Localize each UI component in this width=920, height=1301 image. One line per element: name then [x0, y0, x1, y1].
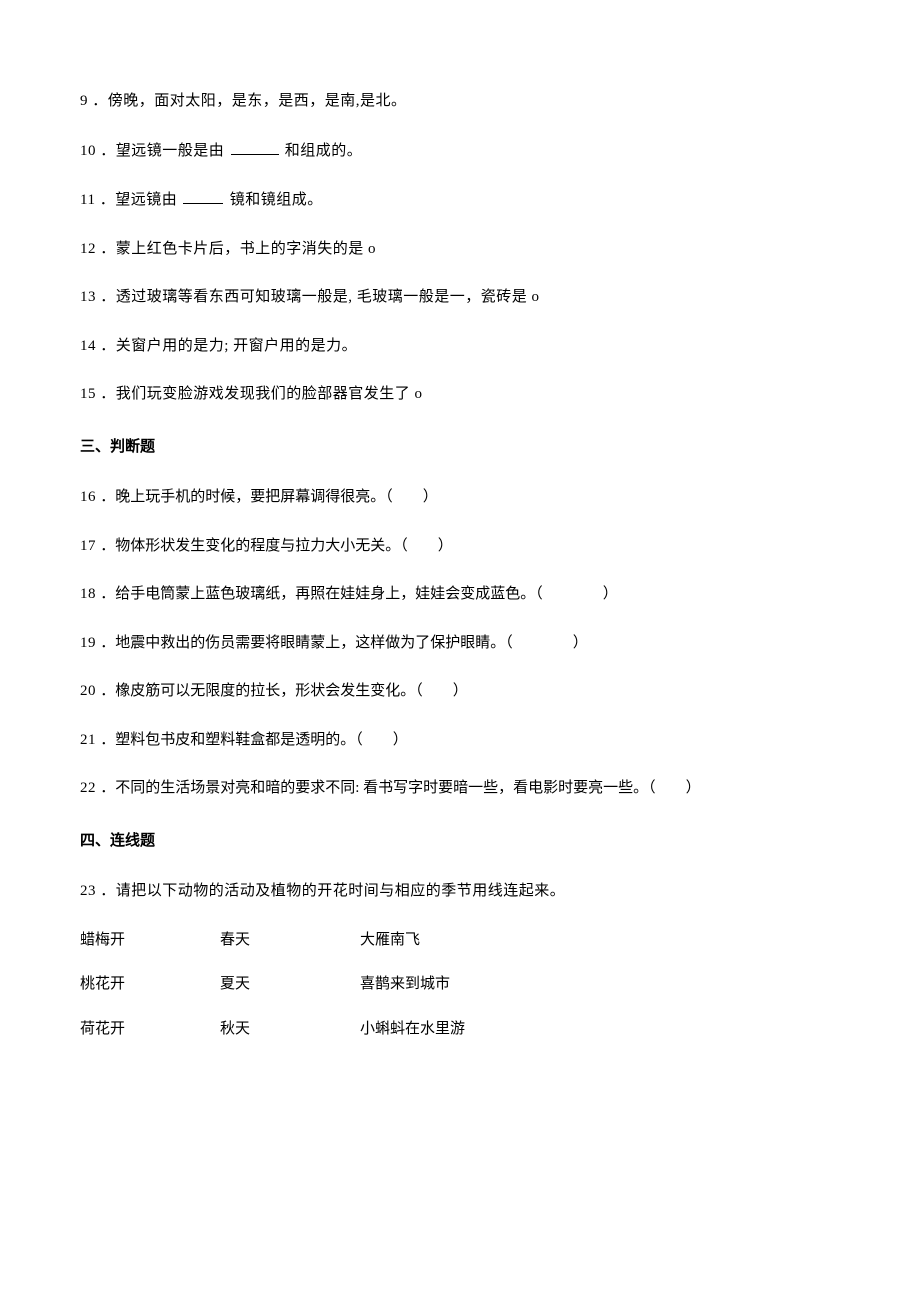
- q-num: 18: [80, 586, 96, 602]
- q-num: 11: [80, 192, 95, 208]
- q-num: 17: [80, 538, 96, 554]
- q-num: 21: [80, 732, 96, 748]
- blank-field[interactable]: [231, 139, 279, 155]
- section-4-header: 四、连线题: [80, 830, 840, 853]
- q-text-after: 镜和镜组成。: [230, 192, 323, 208]
- question-9: 9 ．傍晚，面对太阳，是东，是西，是南,是北。: [80, 90, 840, 113]
- q-text-after: 和组成的。: [285, 143, 363, 159]
- q-text: ．关窗户用的是力; 开窗户用的是力。: [100, 338, 357, 354]
- q-num: 15: [80, 386, 96, 402]
- q-text: ．给手电筒蒙上蓝色玻璃纸，再照在娃娃身上，娃娃会变成蓝色。（ ）: [100, 586, 618, 602]
- q-num: 12: [80, 241, 96, 257]
- match-mid: 夏天: [220, 973, 360, 996]
- match-right: 大雁南飞: [360, 929, 840, 952]
- match-mid: 秋天: [220, 1018, 360, 1041]
- q-num: 22: [80, 780, 96, 796]
- q-text: ．塑料包书皮和塑料鞋盒都是透明的。（ ）: [100, 732, 408, 748]
- matching-row: 桃花开 夏天 喜鹊来到城市: [80, 973, 840, 996]
- q-num: 19: [80, 635, 96, 651]
- question-19: 19 ．地震中救出的伤员需要将眼睛蒙上，这样做为了保护眼睛。（ ）: [80, 632, 840, 655]
- q-text-before: ．望远镜一般是由: [100, 143, 228, 159]
- q-text: ．蒙上红色卡片后，书上的字消失的是 o: [100, 241, 376, 257]
- q-text: ．晚上玩手机的时候，要把屏幕调得很亮。（ ）: [100, 489, 438, 505]
- section-3-header: 三、判断题: [80, 436, 840, 459]
- question-22: 22 ．不同的生活场景对亮和暗的要求不同: 看书写字时要暗一些，看电影时要亮一些…: [80, 777, 840, 800]
- q-num: 14: [80, 338, 96, 354]
- matching-row: 蜡梅开 春天 大雁南飞: [80, 929, 840, 952]
- q-num: 13: [80, 289, 96, 305]
- q-num: 16: [80, 489, 96, 505]
- question-17: 17 ．物体形状发生变化的程度与拉力大小无关。（ ）: [80, 535, 840, 558]
- q-text: ．橡皮筋可以无限度的拉长，形状会发生变化。（ ）: [100, 683, 468, 699]
- q-num: 23: [80, 883, 96, 899]
- question-18: 18 ．给手电筒蒙上蓝色玻璃纸，再照在娃娃身上，娃娃会变成蓝色。（ ）: [80, 583, 840, 606]
- q-text: ．地震中救出的伤员需要将眼睛蒙上，这样做为了保护眼睛。（ ）: [100, 635, 588, 651]
- match-mid: 春天: [220, 929, 360, 952]
- question-23: 23 ．请把以下动物的活动及植物的开花时间与相应的季节用线连起来。: [80, 880, 840, 903]
- match-right: 小蝌蚪在水里游: [360, 1018, 840, 1041]
- q-num: 20: [80, 683, 96, 699]
- q-text: ．傍晚，面对太阳，是东，是西，是南,是北。: [92, 93, 406, 109]
- q-text: ．透过玻璃等看东西可知玻璃一般是, 毛玻璃一般是一，瓷砖是 o: [100, 289, 539, 305]
- question-14: 14 ．关窗户用的是力; 开窗户用的是力。: [80, 335, 840, 358]
- q-text-before: ．望远镜由: [100, 192, 178, 208]
- q-text: ．请把以下动物的活动及植物的开花时间与相应的季节用线连起来。: [100, 883, 565, 899]
- question-20: 20 ．橡皮筋可以无限度的拉长，形状会发生变化。（ ）: [80, 680, 840, 703]
- q-num: 9: [80, 93, 88, 109]
- match-right: 喜鹊来到城市: [360, 973, 840, 996]
- blank-field[interactable]: [183, 188, 223, 204]
- q-text: ．我们玩变脸游戏发现我们的脸部器官发生了 o: [100, 386, 422, 402]
- question-12: 12 ．蒙上红色卡片后，书上的字消失的是 o: [80, 238, 840, 261]
- q-text: ．不同的生活场景对亮和暗的要求不同: 看书写字时要暗一些，看电影时要亮一些。（ …: [100, 780, 700, 796]
- question-15: 15 ．我们玩变脸游戏发现我们的脸部器官发生了 o: [80, 383, 840, 406]
- question-10: 10 ．望远镜一般是由 和组成的。: [80, 139, 840, 163]
- match-left: 蜡梅开: [80, 929, 220, 952]
- question-21: 21 ．塑料包书皮和塑料鞋盒都是透明的。（ ）: [80, 729, 840, 752]
- document-page: 9 ．傍晚，面对太阳，是东，是西，是南,是北。 10 ．望远镜一般是由 和组成的…: [0, 0, 920, 1122]
- question-16: 16 ．晚上玩手机的时候，要把屏幕调得很亮。（ ）: [80, 486, 840, 509]
- matching-row: 荷花开 秋天 小蝌蚪在水里游: [80, 1018, 840, 1041]
- match-left: 荷花开: [80, 1018, 220, 1041]
- question-13: 13 ．透过玻璃等看东西可知玻璃一般是, 毛玻璃一般是一，瓷砖是 o: [80, 286, 840, 309]
- match-left: 桃花开: [80, 973, 220, 996]
- q-num: 10: [80, 143, 96, 159]
- question-11: 11 ．望远镜由 镜和镜组成。: [80, 188, 840, 212]
- q-text: ．物体形状发生变化的程度与拉力大小无关。（ ）: [100, 538, 453, 554]
